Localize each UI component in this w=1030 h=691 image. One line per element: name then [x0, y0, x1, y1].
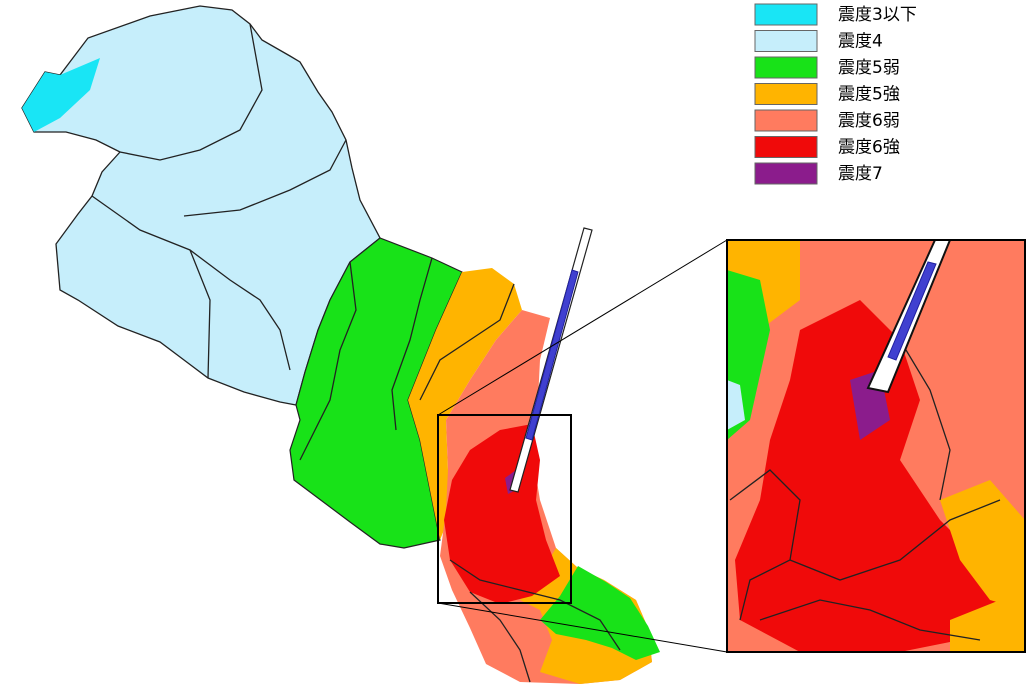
- inset-frame: [726, 239, 1026, 653]
- district-border: [299, 261, 357, 461]
- legend-swatch: [754, 109, 818, 132]
- zone-shindo5-weak: [289, 237, 463, 549]
- district-border: [449, 559, 621, 651]
- legend-swatch: [754, 83, 818, 105]
- inset-border: [899, 339, 951, 501]
- inset-shindo5-strong: [950, 600, 1025, 652]
- district-border: [391, 257, 433, 431]
- legend-label: 震度4: [838, 32, 883, 52]
- inset-border: [729, 469, 801, 621]
- legend-swatch: [754, 3, 818, 26]
- legend-swatch: [754, 136, 818, 158]
- legend-label: 震度6強: [838, 138, 900, 158]
- district-border: [469, 591, 531, 683]
- legend-label: 震度3以下: [838, 5, 917, 25]
- inset-border: [759, 599, 981, 641]
- district-border: [91, 195, 291, 371]
- zoom-line: [437, 602, 728, 653]
- inset-shindo4: [727, 380, 745, 430]
- legend-swatch: [754, 56, 818, 79]
- prefecture-map: [21, 5, 728, 684]
- district-border: [189, 249, 211, 379]
- zone-shindo6-strong: [444, 424, 560, 604]
- legend-label: 震度5強: [838, 85, 900, 105]
- district-border: [119, 23, 263, 161]
- zoom-box: [437, 414, 572, 604]
- legend-swatch: [754, 162, 818, 185]
- zoom-inset: [727, 240, 1025, 652]
- district-border: [183, 139, 347, 217]
- inset-border: [789, 499, 1001, 581]
- legend-label: 震度5弱: [838, 58, 900, 78]
- district-border: [419, 283, 515, 401]
- zoom-line: [437, 239, 728, 416]
- zone-shindo3: [22, 58, 100, 132]
- legend-label: 震度7: [838, 164, 883, 184]
- inset-fault-segment: [887, 261, 937, 361]
- zone-shindo5-strong: [408, 268, 522, 540]
- legend-swatch: [754, 30, 818, 52]
- legend-label: 震度6弱: [838, 111, 900, 131]
- fault-segment: [525, 269, 579, 441]
- inset-shindo5-strong: [940, 480, 1025, 610]
